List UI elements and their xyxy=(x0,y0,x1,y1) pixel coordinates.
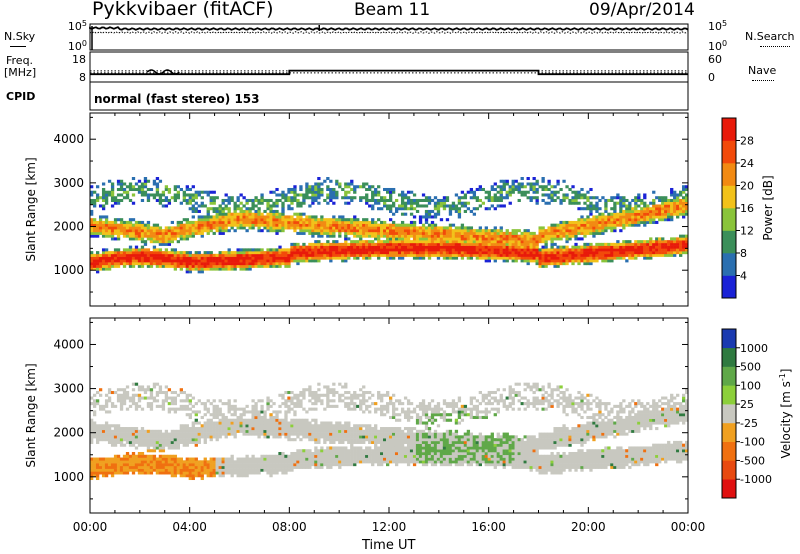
freq-tick-low: 8 xyxy=(79,71,86,84)
cpid-text: normal (fast stereo) 153 xyxy=(94,92,260,106)
freq-tick-high: 18 xyxy=(72,53,86,66)
cpid-panel-frame xyxy=(89,81,689,111)
colorbar-velocity-seg-1 xyxy=(722,460,736,480)
colorbar-power-seg-4 xyxy=(722,185,736,209)
cpid-label: CPID xyxy=(6,90,36,103)
ytick-label-velocity-1000: 1000 xyxy=(53,470,84,484)
nsky-label: N.Sky xyxy=(4,30,36,43)
colorbar-tick-velocity-0: 1000 xyxy=(740,342,768,355)
nsearch-tick-low: 100 xyxy=(708,39,727,53)
colorbar-velocity-seg-5 xyxy=(722,385,736,405)
freq-panel-frame xyxy=(89,51,689,83)
colorbar-tick-power-28: 28 xyxy=(740,135,754,148)
nave-dotted-legend xyxy=(752,80,774,81)
colorbar-tick-velocity-7: -1000 xyxy=(740,473,772,486)
colorbar-power-seg-5 xyxy=(722,163,736,186)
heatmap-panel-power xyxy=(90,177,689,274)
colorbar-tick-power-24: 24 xyxy=(740,157,754,170)
nsky-line-legend xyxy=(10,46,26,47)
colorbar-power-seg-0 xyxy=(722,275,736,299)
nsearch-line xyxy=(89,31,689,34)
colorbar-power-seg-7 xyxy=(722,118,736,141)
colorbar-velocity-seg-0 xyxy=(722,479,736,499)
colorbar-velocity-seg-2 xyxy=(722,441,736,461)
nsearch-label: N.Search xyxy=(745,30,795,43)
colorbar-velocity-seg-7 xyxy=(722,347,736,367)
nsky-tick-low: 100 xyxy=(68,39,87,53)
xtick-label-3: 12:00 xyxy=(372,520,407,534)
date-title: 09/Apr/2014 xyxy=(589,0,695,20)
colorbar-tick-power-20: 20 xyxy=(740,180,754,193)
colorbar-tick-velocity-3: 25 xyxy=(740,398,754,411)
colorbar-tick-velocity-2: 100 xyxy=(740,379,761,392)
ylabel-velocity: Slant Range [km] xyxy=(24,363,38,467)
colorbar-tick-velocity-4: -25 xyxy=(740,417,758,430)
colorbar-power-seg-2 xyxy=(722,230,736,254)
ytick-label-power-4000: 4000 xyxy=(53,132,84,146)
ytick-label-velocity-4000: 4000 xyxy=(53,337,84,351)
colorbar-power-seg-3 xyxy=(722,208,736,231)
colorbar-tick-power-12: 12 xyxy=(740,225,754,238)
colorbar-label-power: Power [dB] xyxy=(761,175,775,240)
ylabel-power: Slant Range [km] xyxy=(24,157,38,261)
xtick-label-0: 00:00 xyxy=(73,520,108,534)
nsearch-dotted-legend xyxy=(760,46,790,47)
noise-panel-frame xyxy=(89,23,689,51)
ytick-label-power-3000: 3000 xyxy=(53,176,84,190)
freq-unit-label: [MHz] xyxy=(4,66,37,79)
ytick-label-power-1000: 1000 xyxy=(53,263,84,277)
colorbar-tick-velocity-1: 500 xyxy=(740,361,761,374)
freq-label: Freq. xyxy=(6,54,34,67)
colorbar-velocity-seg-8 xyxy=(722,329,736,349)
xtick-label-1: 04:00 xyxy=(172,520,207,534)
nave-label: Nave xyxy=(748,64,777,77)
heatmap-panel-velocity xyxy=(90,382,689,481)
ytick-label-velocity-3000: 3000 xyxy=(53,382,84,396)
colorbar-velocity-seg-3 xyxy=(722,422,736,442)
x-axis-label: Time UT xyxy=(362,538,416,553)
colorbar-tick-power-8: 8 xyxy=(740,247,747,260)
nave-tick-low: 0 xyxy=(708,71,715,84)
colorbar-tick-power-4: 4 xyxy=(740,270,747,283)
colorbar-power-seg-1 xyxy=(722,253,736,276)
colorbar-power-seg-6 xyxy=(722,140,736,164)
ytick-label-power-2000: 2000 xyxy=(53,220,84,234)
station-title: Pykkvibaer (fitACF) xyxy=(92,0,274,20)
freq-line xyxy=(90,69,688,76)
nsky-tick-high: 105 xyxy=(68,19,87,33)
colorbar-velocity-seg-6 xyxy=(722,366,736,386)
ytick-label-velocity-2000: 2000 xyxy=(53,426,84,440)
colorbar-velocity-seg-4 xyxy=(722,404,736,424)
xtick-label-2: 08:00 xyxy=(272,520,307,534)
freq-wiggle xyxy=(146,69,180,75)
colorbar-tick-velocity-5: -100 xyxy=(740,436,765,449)
nsky-line xyxy=(89,26,689,31)
xtick-label-5: 20:00 xyxy=(571,520,606,534)
colorbar-tick-velocity-6: -500 xyxy=(740,454,765,467)
nave-tick-high: 60 xyxy=(708,53,722,66)
beam-title: Beam 11 xyxy=(354,0,431,20)
xtick-label-4: 16:00 xyxy=(471,520,506,534)
colorbar-tick-power-16: 16 xyxy=(740,202,754,215)
nsearch-tick-high: 105 xyxy=(708,19,727,33)
colorbar-frame-velocity xyxy=(721,328,737,499)
xtick-label-6: 00:00 xyxy=(671,520,706,534)
colorbar-label-velocity: Velocity [m s-1] xyxy=(778,369,793,459)
